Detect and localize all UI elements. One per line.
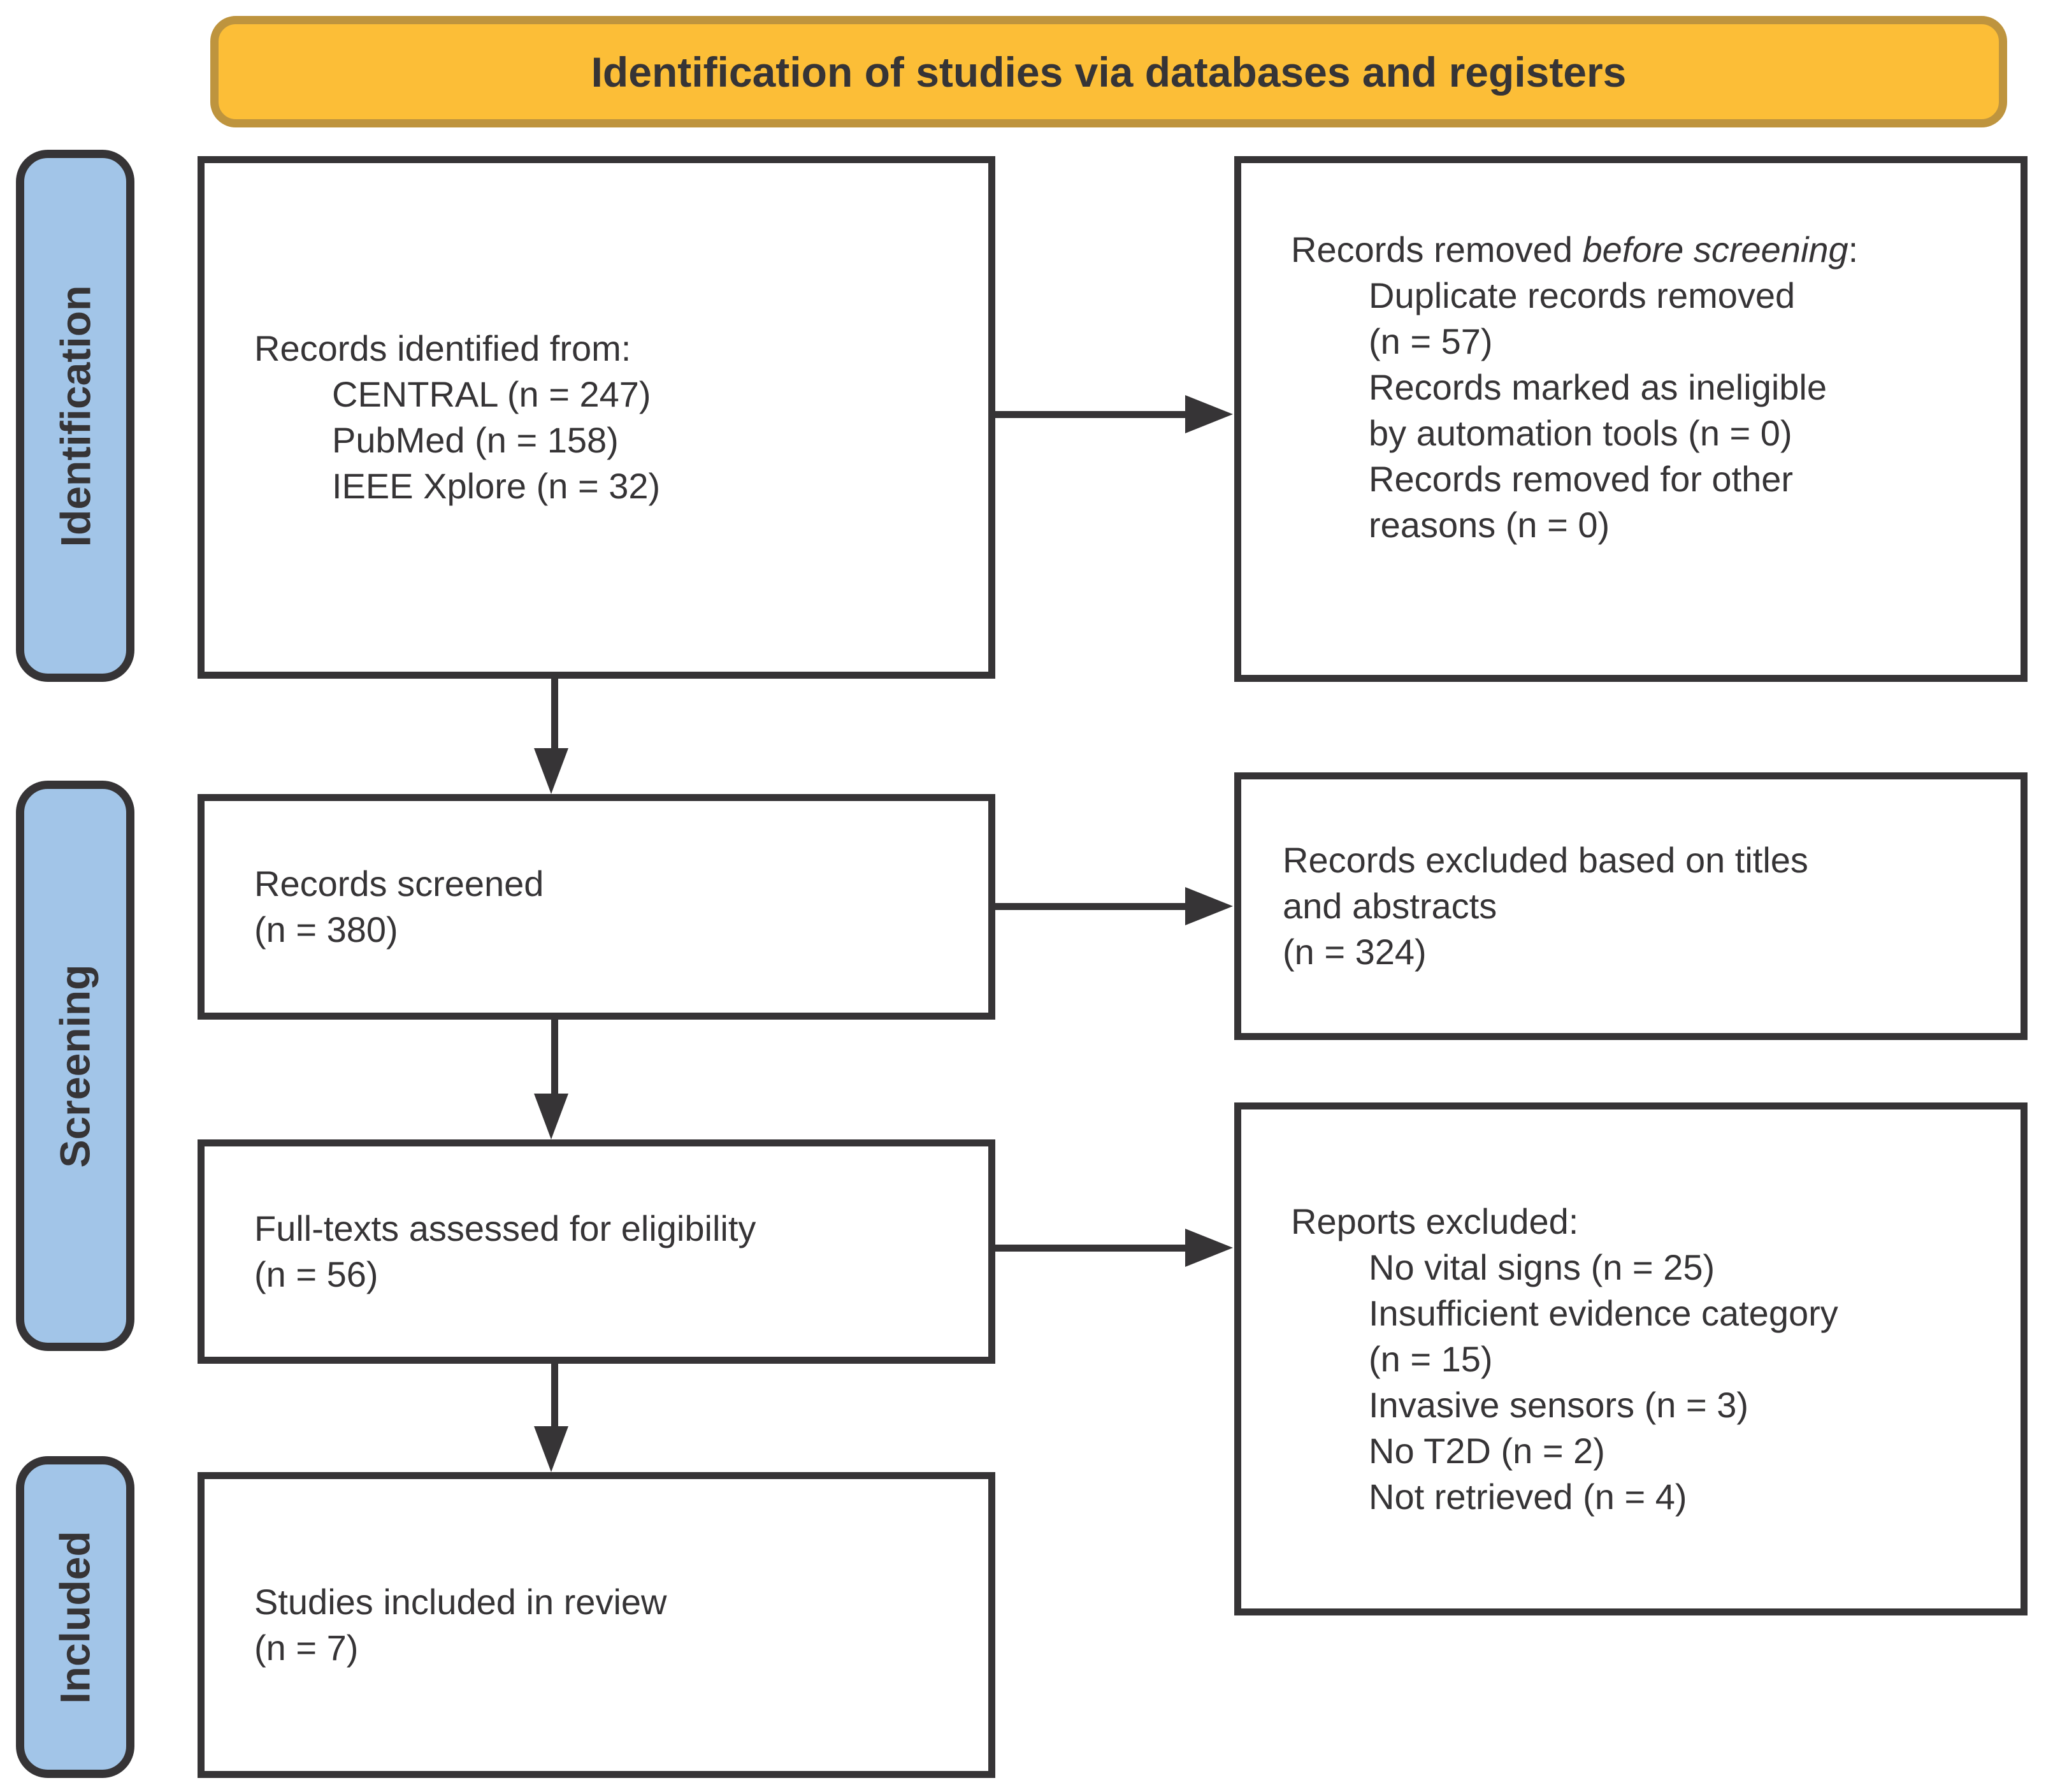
identified-source-central: CENTRAL (n = 247) xyxy=(332,374,651,414)
arrow-fulltext-to-included-head xyxy=(534,1426,568,1472)
header-title: Identification of studies via databases … xyxy=(591,48,1627,96)
identified-source-pubmed: PubMed (n = 158) xyxy=(332,420,619,460)
arrow-fulltext-to-included-shaft xyxy=(551,1361,558,1427)
box-reports-excluded: Reports excluded: No vital signs (n = 25… xyxy=(1234,1102,2028,1615)
records-removed-label-suffix: : xyxy=(1848,229,1859,270)
stage-label-identification: Identification xyxy=(16,150,134,682)
arrow-screened-to-excluded-shaft xyxy=(995,903,1186,910)
arrow-screened-to-fulltext-head xyxy=(534,1094,568,1139)
arrow-identified-to-screened-head xyxy=(534,748,568,794)
records-excluded-line2: and abstracts xyxy=(1283,886,1497,926)
fulltexts-label: Full-texts assessed for eligibility xyxy=(254,1208,756,1248)
records-excluded-line1: Records excluded based on titles xyxy=(1283,840,1808,880)
identified-source-ieee: IEEE Xplore (n = 32) xyxy=(332,466,661,506)
removed-automation-line1: Records marked as ineligible xyxy=(1369,367,1827,407)
stage-label-included-text: Included xyxy=(52,1530,99,1704)
excluded-invasive-sensors: Invasive sensors (n = 3) xyxy=(1369,1384,1749,1425)
excluded-insufficient-evidence-line1: Insufficient evidence category xyxy=(1369,1292,1838,1333)
excluded-no-t2d: No T2D (n = 2) xyxy=(1369,1430,1605,1471)
removed-duplicates-line2: (n = 57) xyxy=(1369,321,1493,361)
stage-label-screening-text: Screening xyxy=(52,964,99,1168)
records-removed-label-italic: before screening xyxy=(1582,229,1848,270)
excluded-not-retrieved: Not retrieved (n = 4) xyxy=(1369,1476,1687,1517)
records-identified-label: Records identified from: xyxy=(254,328,631,368)
reports-excluded-label: Reports excluded: xyxy=(1291,1201,1579,1241)
stage-label-identification-text: Identification xyxy=(52,285,99,547)
records-screened-count: (n = 380) xyxy=(254,909,398,950)
arrow-fulltext-to-reports-excluded-shaft xyxy=(995,1245,1186,1252)
box-studies-included: Studies included in review (n = 7) xyxy=(198,1472,995,1778)
header-banner: Identification of studies via databases … xyxy=(210,16,2007,127)
box-records-excluded-titles-abstracts: Records excluded based on titles and abs… xyxy=(1234,772,2028,1040)
arrow-fulltext-to-reports-excluded-head xyxy=(1185,1229,1233,1267)
excluded-insufficient-evidence-line2: (n = 15) xyxy=(1369,1338,1493,1379)
arrow-identified-to-removed-shaft xyxy=(995,411,1186,418)
records-screened-label: Records screened xyxy=(254,863,544,904)
removed-other-line1: Records removed for other xyxy=(1369,459,1794,499)
arrow-screened-to-excluded-head xyxy=(1185,887,1233,925)
arrow-identified-to-removed-head xyxy=(1185,395,1233,433)
studies-included-label: Studies included in review xyxy=(254,1582,667,1622)
box-records-identified: Records identified from: CENTRAL (n = 24… xyxy=(198,156,995,679)
records-removed-label-prefix: Records removed xyxy=(1291,229,1583,270)
arrow-screened-to-fulltext-shaft xyxy=(551,1016,558,1094)
records-removed-label: Records removed before screening: xyxy=(1291,227,2001,273)
removed-automation-line2: by automation tools (n = 0) xyxy=(1369,413,1792,453)
records-excluded-count: (n = 324) xyxy=(1283,932,1427,972)
stage-label-screening: Screening xyxy=(16,781,134,1351)
box-fulltexts-assessed: Full-texts assessed for eligibility (n =… xyxy=(198,1139,995,1364)
removed-other-line2: reasons (n = 0) xyxy=(1369,505,1610,545)
studies-included-count: (n = 7) xyxy=(254,1628,359,1668)
excluded-no-vital-signs: No vital signs (n = 25) xyxy=(1369,1246,1715,1287)
fulltexts-count: (n = 56) xyxy=(254,1254,378,1294)
stage-label-included: Included xyxy=(16,1456,134,1778)
removed-duplicates-line1: Duplicate records removed xyxy=(1369,275,1796,315)
box-records-screened: Records screened (n = 380) xyxy=(198,794,995,1020)
arrow-identified-to-screened-shaft xyxy=(551,676,558,749)
box-records-removed-before-screening: Records removed before screening: Duplic… xyxy=(1234,156,2028,682)
